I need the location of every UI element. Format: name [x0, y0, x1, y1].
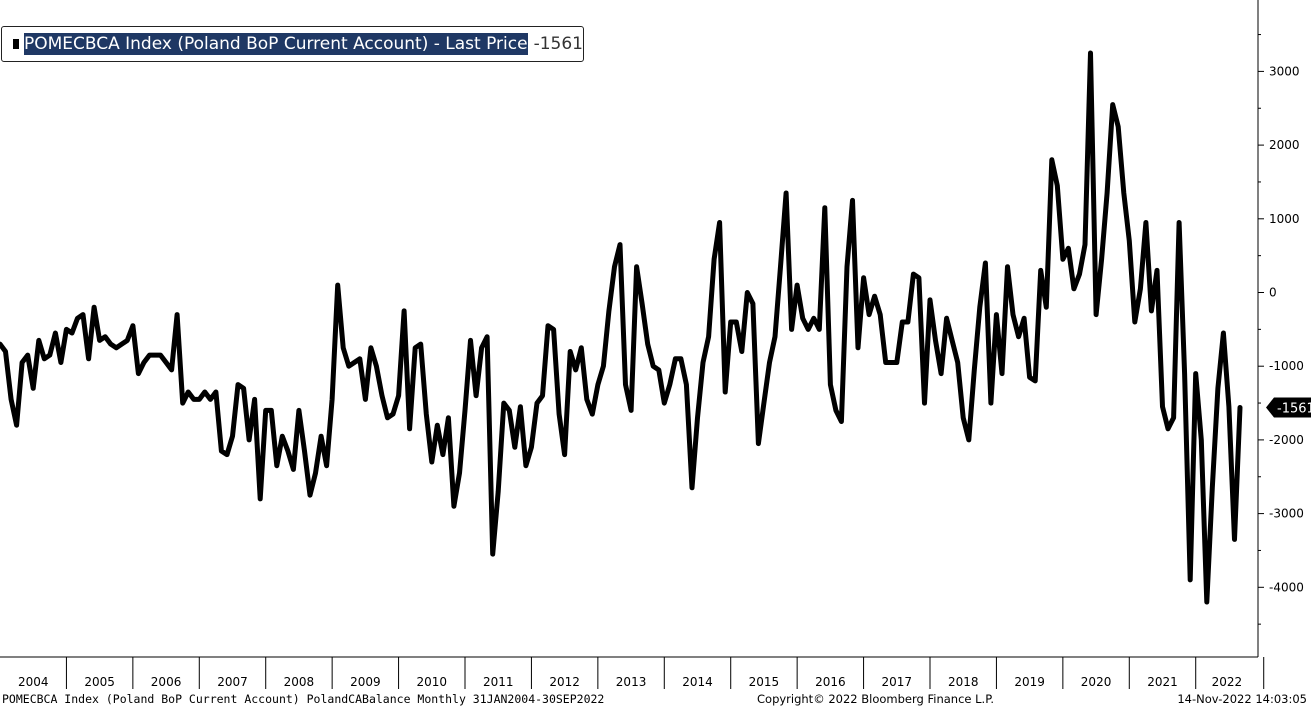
footer-description: POMECBCA Index (Poland BoP Current Accou… — [2, 692, 605, 706]
x-tick-label: 2019 — [1014, 675, 1045, 689]
x-tick-label: 2013 — [616, 675, 647, 689]
x-tick-label: 2017 — [882, 675, 913, 689]
x-tick-label: 2012 — [549, 675, 580, 689]
x-tick-label: 2021 — [1147, 675, 1178, 689]
y-tick-label: 1000 — [1269, 212, 1300, 226]
x-tick-label: 2004 — [18, 675, 49, 689]
x-tick-label: 2018 — [948, 675, 979, 689]
series-layer — [0, 50, 1243, 605]
y-axis: 3000 2000 1000 0 -1000 -2000 -3000 -4000 — [1257, 0, 1304, 657]
series-line-current-account — [0, 50, 1243, 605]
last-price-tag-bg — [1266, 397, 1311, 418]
x-tick-label: 2008 — [284, 675, 315, 689]
x-tick-label: 2010 — [417, 675, 448, 689]
x-tick-label: 2007 — [217, 675, 248, 689]
legend-last-value: -1561 — [533, 34, 583, 54]
x-tick-label: 2020 — [1081, 675, 1112, 689]
x-tick-label: 2011 — [483, 675, 514, 689]
x-tick-label: 2006 — [151, 675, 182, 689]
y-tick-label: -1000 — [1269, 359, 1304, 373]
x-tick-label: 2022 — [1212, 675, 1243, 689]
x-axis: 2004 2005 2006 2007 2008 2009 2010 2011 2012 2013… — [0, 656, 1265, 689]
y-tick-label: -3000 — [1269, 507, 1304, 521]
x-tick-label: 2009 — [350, 675, 381, 689]
footer-copyright: Copyright© 2022 Bloomberg Finance L.P. — [757, 692, 994, 706]
footer-timestamp: 14-Nov-2022 14:03:05 — [1177, 692, 1307, 706]
legend[interactable]: POMECBCA Index (Poland BoP Current Accou… — [1, 26, 584, 62]
last-price-tag: -1561 — [1266, 397, 1311, 418]
y-tick-label: -2000 — [1269, 433, 1304, 447]
y-tick-label: 2000 — [1269, 138, 1300, 152]
x-tick-label: 2014 — [682, 675, 713, 689]
legend-swatch-icon — [13, 39, 19, 49]
y-tick-label: -4000 — [1269, 580, 1304, 594]
y-tick-label: 3000 — [1269, 64, 1300, 78]
footer: POMECBCA Index (Poland BoP Current Accou… — [0, 690, 1311, 708]
last-price-tag-label: -1561 — [1277, 402, 1311, 417]
x-tick-label: 2015 — [749, 675, 780, 689]
x-tick-label: 2016 — [815, 675, 846, 689]
y-tick-label: 0 — [1269, 286, 1277, 300]
x-tick-label: 2005 — [84, 675, 115, 689]
legend-series-name: POMECBCA Index (Poland BoP Current Accou… — [23, 33, 528, 55]
